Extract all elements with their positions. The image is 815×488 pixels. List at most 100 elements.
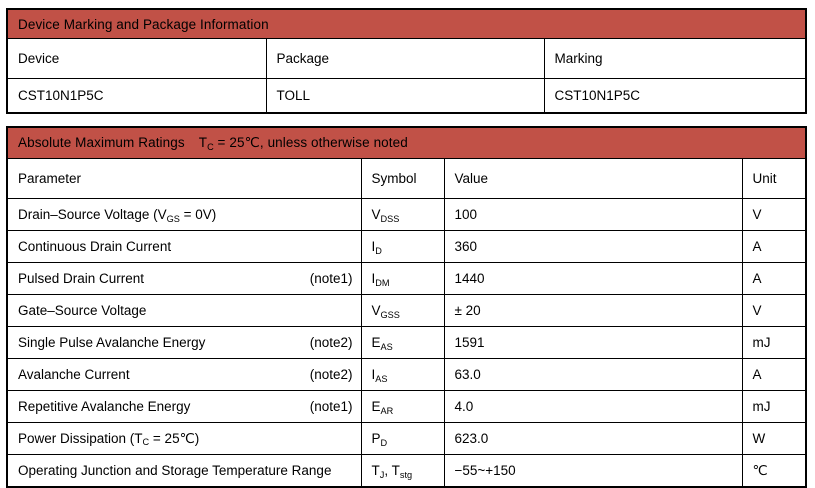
cell-parameter: Pulsed Drain Current (note1) bbox=[6, 262, 362, 295]
cell-symbol: VGSS bbox=[360, 294, 445, 327]
parameter-label: Pulsed Drain Current bbox=[18, 271, 145, 286]
subscript: C bbox=[142, 437, 150, 448]
table2-col-header-parameter: Parameter bbox=[6, 158, 362, 199]
cell-unit: ℃ bbox=[741, 454, 807, 488]
parameter-content: Drain–Source Voltage (VGS = 0V) bbox=[18, 207, 360, 224]
parameter-note: (note1) bbox=[309, 271, 353, 286]
table1-header-row: Device Package Marking bbox=[6, 38, 807, 79]
cell-unit: W bbox=[741, 422, 807, 455]
table1-col-header-marking: Marking bbox=[543, 38, 807, 79]
parameter-content: Repetitive Avalanche Energy (note1) bbox=[18, 399, 360, 414]
parameter-content: Pulsed Drain Current (note1) bbox=[18, 271, 360, 286]
parameter-label: Power Dissipation (TC = 25℃) bbox=[18, 430, 200, 448]
subscript: DM bbox=[375, 277, 390, 288]
table2-data-row: Power Dissipation (TC = 25℃) PD 623.0 W bbox=[6, 422, 807, 455]
cell-symbol: TJ, Tstg bbox=[360, 454, 445, 488]
cell-value: 1591 bbox=[443, 326, 743, 359]
table2-data-row: Single Pulse Avalanche Energy (note2) EAS 1… bbox=[6, 326, 807, 359]
parameter-label: Drain–Source Voltage (VGS = 0V) bbox=[18, 207, 217, 224]
parameter-label: Single Pulse Avalanche Energy bbox=[18, 335, 206, 350]
cell-symbol: IDM bbox=[360, 262, 445, 295]
cell-value: 623.0 bbox=[443, 422, 743, 455]
table1-title: Device Marking and Package Information bbox=[6, 8, 807, 39]
cell-parameter: Repetitive Avalanche Energy (note1) bbox=[6, 390, 362, 423]
table2-title: Absolute Maximum Ratings TC = 25℃, unless… bbox=[6, 126, 807, 159]
table2-col-header-symbol: Symbol bbox=[360, 158, 445, 199]
table2-data-row: Drain–Source Voltage (VGS = 0V) VDSS 100 V bbox=[6, 198, 807, 231]
table2-title-main: Absolute Maximum Ratings bbox=[18, 135, 185, 150]
cell-symbol: PD bbox=[360, 422, 445, 455]
parameter-note: (note2) bbox=[309, 367, 353, 382]
table2-data-row: Continuous Drain Current ID 360 A bbox=[6, 230, 807, 263]
table2-data-row: Gate–Source Voltage VGSS ± 20 V bbox=[6, 294, 807, 327]
subscript: D bbox=[375, 245, 382, 256]
cell-value: 1440 bbox=[443, 262, 743, 295]
cell-value: 100 bbox=[443, 198, 743, 231]
subscript: GS bbox=[166, 213, 180, 224]
cell-value: −55~+150 bbox=[443, 454, 743, 488]
table1-cell-device: CST10N1P5C bbox=[6, 78, 267, 114]
cell-symbol: VDSS bbox=[360, 198, 445, 231]
cell-symbol: EAS bbox=[360, 326, 445, 359]
cell-parameter: Continuous Drain Current bbox=[6, 230, 362, 263]
subscript: C bbox=[207, 141, 214, 152]
subscript: DSS bbox=[380, 213, 400, 224]
cell-unit: V bbox=[741, 198, 807, 231]
parameter-label: Gate–Source Voltage bbox=[18, 303, 147, 318]
table1-col-header-device: Device bbox=[6, 38, 267, 79]
cell-parameter: Operating Junction and Storage Temperatu… bbox=[6, 454, 362, 488]
cell-unit: A bbox=[741, 358, 807, 391]
subscript: AS bbox=[375, 373, 388, 384]
table2-title-condition: TC = 25℃, unless otherwise noted bbox=[198, 135, 408, 152]
table2-data-row: Operating Junction and Storage Temperatu… bbox=[6, 454, 807, 488]
cell-parameter: Drain–Source Voltage (VGS = 0V) bbox=[6, 198, 362, 231]
cell-value: 360 bbox=[443, 230, 743, 263]
table1-col-header-package: Package bbox=[265, 38, 545, 79]
table1-data-row: CST10N1P5C TOLL CST10N1P5C bbox=[6, 78, 807, 114]
cell-unit: mJ bbox=[741, 326, 807, 359]
parameter-content: Gate–Source Voltage bbox=[18, 303, 360, 318]
subscript: GSS bbox=[380, 309, 400, 320]
cell-value: ± 20 bbox=[443, 294, 743, 327]
cell-value: 4.0 bbox=[443, 390, 743, 423]
cell-symbol: EAR bbox=[360, 390, 445, 423]
cell-parameter: Power Dissipation (TC = 25℃) bbox=[6, 422, 362, 455]
parameter-content: Power Dissipation (TC = 25℃) bbox=[18, 430, 360, 448]
subscript: J bbox=[379, 469, 385, 480]
parameter-label: Operating Junction and Storage Temperatu… bbox=[18, 463, 332, 478]
cell-unit: V bbox=[741, 294, 807, 327]
cell-symbol: ID bbox=[360, 230, 445, 263]
cell-parameter: Avalanche Current (note2) bbox=[6, 358, 362, 391]
table2-data-row: Repetitive Avalanche Energy (note1) EAR 4.0… bbox=[6, 390, 807, 423]
parameter-note: (note1) bbox=[309, 399, 353, 414]
parameter-label: Avalanche Current bbox=[18, 367, 130, 382]
cell-unit: mJ bbox=[741, 390, 807, 423]
table2-data-row: Avalanche Current (note2) IAS 63.0 A bbox=[6, 358, 807, 391]
cell-parameter: Gate–Source Voltage bbox=[6, 294, 362, 327]
parameter-content: Operating Junction and Storage Temperatu… bbox=[18, 463, 360, 478]
cell-unit: A bbox=[741, 262, 807, 295]
table-gap bbox=[6, 114, 815, 126]
table2-col-header-value: Value bbox=[443, 158, 743, 199]
parameter-label: Continuous Drain Current bbox=[18, 239, 172, 254]
table1-cell-marking: CST10N1P5C bbox=[543, 78, 807, 114]
absolute-maximum-ratings-table: Absolute Maximum Ratings TC = 25℃, unless… bbox=[6, 126, 808, 488]
cell-parameter: Single Pulse Avalanche Energy (note2) bbox=[6, 326, 362, 359]
cell-unit: A bbox=[741, 230, 807, 263]
table1-cell-package: TOLL bbox=[265, 78, 545, 114]
cell-value: 63.0 bbox=[443, 358, 743, 391]
subscript: AS bbox=[380, 341, 393, 352]
parameter-note: (note2) bbox=[309, 335, 353, 350]
table2-col-header-unit: Unit bbox=[741, 158, 807, 199]
subscript: AR bbox=[380, 405, 394, 416]
table2-data-row: Pulsed Drain Current (note1) IDM 1440 A bbox=[6, 262, 807, 295]
subscript: stg bbox=[399, 469, 413, 480]
table2-header-row: Parameter Symbol Value Unit bbox=[6, 158, 807, 199]
parameter-label: Repetitive Avalanche Energy bbox=[18, 399, 191, 414]
table1-title-row: Device Marking and Package Information bbox=[6, 8, 807, 39]
parameter-content: Single Pulse Avalanche Energy (note2) bbox=[18, 335, 360, 350]
parameter-content: Avalanche Current (note2) bbox=[18, 367, 360, 382]
device-marking-table: Device Marking and Package Information D… bbox=[6, 8, 807, 114]
parameter-content: Continuous Drain Current bbox=[18, 239, 360, 254]
